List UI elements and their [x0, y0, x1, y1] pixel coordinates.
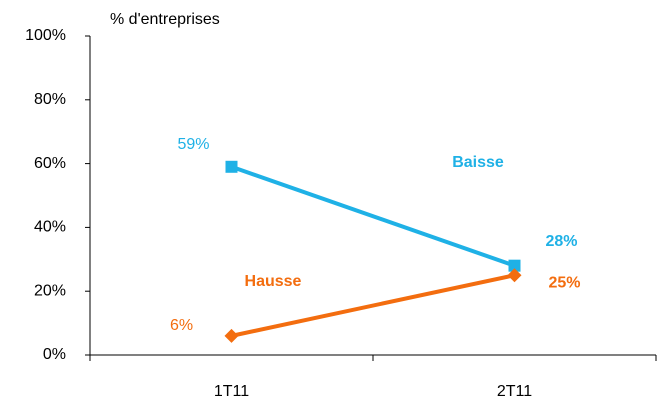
y-tick-label: 100%: [25, 27, 66, 44]
y-tick-label: 40%: [34, 219, 66, 236]
series-label: Baisse: [452, 154, 504, 171]
series-label: Hausse: [245, 273, 302, 290]
data-label: 28%: [545, 233, 577, 250]
marker: [225, 160, 238, 173]
line: [230, 164, 516, 268]
data-label: 59%: [177, 136, 209, 153]
line: [231, 273, 515, 338]
marker: [508, 259, 521, 272]
y-tick-label: 60%: [34, 155, 66, 172]
x-tick-label: 2T11: [497, 383, 532, 400]
y-tick-label: 20%: [34, 282, 66, 299]
data-label: 25%: [548, 274, 580, 291]
data-label: 6%: [170, 317, 193, 334]
y-tick-label: 80%: [34, 91, 66, 108]
marker: [507, 268, 522, 283]
y-tick-label: 0%: [43, 346, 66, 363]
marker: [224, 328, 239, 343]
x-tick-label: 1T11: [214, 383, 249, 400]
y-axis-label: % d'entreprises: [110, 11, 220, 28]
